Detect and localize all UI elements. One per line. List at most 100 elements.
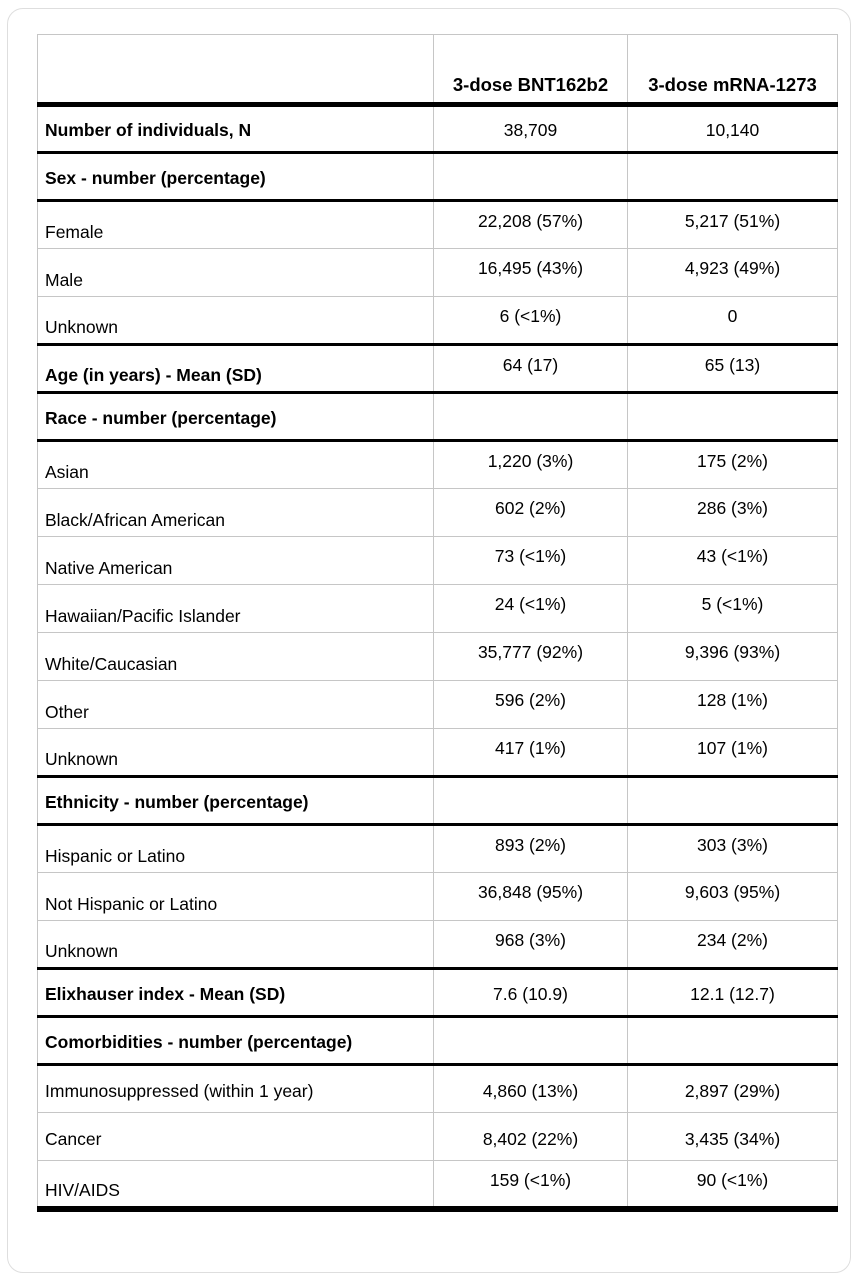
table-row-age: Age (in years) - Mean (SD) 64 (17) 65 (1… (37, 344, 838, 393)
row-label: Female (45, 222, 104, 242)
row-label: Sex - number (percentage) (45, 168, 266, 188)
table-row-cancer: Cancer 8,402 (22%) 3,435 (34%) (37, 1112, 838, 1161)
row-value-bnt: 8,402 (22%) (433, 1112, 628, 1161)
row-value-mrna: 107 (1%) (627, 728, 838, 777)
row-label: Hispanic or Latino (45, 846, 186, 866)
row-value-bnt (433, 152, 628, 201)
row-value-mrna: 4,923 (49%) (627, 248, 838, 297)
row-label: Immunosuppressed (within 1 year) (45, 1081, 314, 1101)
row-value-bnt (433, 776, 628, 825)
row-label: Male (45, 270, 83, 290)
row-value-mrna (627, 1016, 838, 1065)
row-label: Unknown (45, 941, 118, 961)
row-value-bnt: 7.6 (10.9) (433, 968, 628, 1017)
row-value-bnt: 6 (<1%) (433, 296, 628, 345)
row-value-mrna: 3,435 (34%) (627, 1112, 838, 1161)
row-label: Race - number (percentage) (45, 408, 277, 428)
row-value-bnt: 38,709 (433, 104, 628, 153)
table-row-race-unknown: Unknown 417 (1%) 107 (1%) (37, 728, 838, 777)
row-label: Ethnicity - number (percentage) (45, 792, 309, 812)
row-label: Asian (45, 462, 89, 482)
header-mrna1273: 3-dose mRNA-1273 (627, 34, 838, 105)
header-bnt162b2: 3-dose BNT162b2 (433, 34, 628, 105)
row-label: Not Hispanic or Latino (45, 894, 218, 914)
row-value-mrna: 2,897 (29%) (627, 1064, 838, 1113)
row-value-mrna (627, 152, 838, 201)
header-row: 3-dose BNT162b2 3-dose mRNA-1273 (37, 34, 838, 105)
row-value-bnt: 4,860 (13%) (433, 1064, 628, 1113)
row-label: Unknown (45, 749, 118, 769)
row-value-bnt: 1,220 (3%) (433, 440, 628, 489)
row-label: Native American (45, 558, 173, 578)
row-value-bnt: 36,848 (95%) (433, 872, 628, 921)
table-row-male: Male 16,495 (43%) 4,923 (49%) (37, 248, 838, 297)
row-label: Comorbidities - number (percentage) (45, 1032, 353, 1052)
table-row-hispanic-or-latino: Hispanic or Latino 893 (2%) 303 (3%) (37, 824, 838, 873)
table-row-race-other: Other 596 (2%) 128 (1%) (37, 680, 838, 729)
row-value-mrna (627, 776, 838, 825)
row-label: Age (in years) - Mean (SD) (45, 365, 262, 385)
row-value-bnt: 22,208 (57%) (433, 200, 628, 249)
table-row-race-section: Race - number (percentage) (37, 392, 838, 441)
row-value-mrna: 9,603 (95%) (627, 872, 838, 921)
row-value-bnt (433, 392, 628, 441)
row-label: Hawaiian/Pacific Islander (45, 606, 241, 626)
row-value-bnt: 159 (<1%) (433, 1160, 628, 1209)
table-row-female: Female 22,208 (57%) 5,217 (51%) (37, 200, 838, 249)
row-label: White/Caucasian (45, 654, 178, 674)
table-row-sex-unknown: Unknown 6 (<1%) 0 (37, 296, 838, 345)
row-value-bnt: 417 (1%) (433, 728, 628, 777)
row-value-mrna: 43 (<1%) (627, 536, 838, 585)
row-value-bnt: 16,495 (43%) (433, 248, 628, 297)
row-value-mrna: 303 (3%) (627, 824, 838, 873)
row-value-mrna: 5 (<1%) (627, 584, 838, 633)
row-value-mrna: 286 (3%) (627, 488, 838, 537)
table-row-not-hispanic-or-latino: Not Hispanic or Latino 36,848 (95%) 9,60… (37, 872, 838, 921)
row-label: Cancer (45, 1129, 102, 1149)
table-header: 3-dose BNT162b2 3-dose mRNA-1273 (37, 34, 838, 105)
table-row-ethnicity-unknown: Unknown 968 (3%) 234 (2%) (37, 920, 838, 969)
row-value-bnt: 602 (2%) (433, 488, 628, 537)
header-empty-cell (38, 35, 434, 105)
table-row-sex-section: Sex - number (percentage) (37, 152, 838, 201)
row-value-mrna: 12.1 (12.7) (627, 968, 838, 1017)
row-label: Unknown (45, 317, 118, 337)
row-value-mrna (627, 392, 838, 441)
table-row-white-caucasian: White/Caucasian 35,777 (92%) 9,396 (93%) (37, 632, 838, 681)
row-value-bnt: 893 (2%) (433, 824, 628, 873)
row-value-mrna: 234 (2%) (627, 920, 838, 969)
row-value-bnt: 24 (<1%) (433, 584, 628, 633)
row-label: Black/African American (45, 510, 225, 530)
row-value-bnt: 73 (<1%) (433, 536, 628, 585)
row-value-bnt: 968 (3%) (433, 920, 628, 969)
table-row-immunosuppressed: Immunosuppressed (within 1 year) 4,860 (… (37, 1064, 838, 1113)
table-row-hiv-aids: HIV/AIDS 159 (<1%) 90 (<1%) (38, 1160, 838, 1209)
table-row-number-of-individuals: Number of individuals, N 38,709 10,140 (37, 104, 838, 153)
row-label: HIV/AIDS (45, 1179, 120, 1200)
table-row-ethnicity-section: Ethnicity - number (percentage) (37, 776, 838, 825)
row-value-bnt (433, 1016, 628, 1065)
row-label: Elixhauser index - Mean (SD) (45, 984, 286, 1004)
cohort-characteristics-table: 3-dose BNT162b2 3-dose mRNA-1273 Number … (37, 34, 838, 1212)
row-value-mrna: 5,217 (51%) (627, 200, 838, 249)
table-row-comorbidities-section: Comorbidities - number (percentage) (37, 1016, 838, 1065)
row-value-mrna: 175 (2%) (627, 440, 838, 489)
row-value-mrna: 9,396 (93%) (627, 632, 838, 681)
row-value-mrna: 10,140 (627, 104, 838, 153)
table-card: 3-dose BNT162b2 3-dose mRNA-1273 Number … (7, 8, 851, 1273)
row-value-mrna: 65 (13) (627, 344, 838, 393)
row-label: Other (45, 702, 89, 722)
row-value-mrna: 128 (1%) (627, 680, 838, 729)
row-value-mrna: 90 (<1%) (627, 1160, 838, 1209)
row-value-bnt: 596 (2%) (433, 680, 628, 729)
row-value-bnt: 64 (17) (433, 344, 628, 393)
table-row-hawaiian-pacific-islander: Hawaiian/Pacific Islander 24 (<1%) 5 (<1… (37, 584, 838, 633)
row-value-mrna: 0 (627, 296, 838, 345)
row-label: Number of individuals, N (45, 120, 252, 140)
table-row-black-african-american: Black/African American 602 (2%) 286 (3%) (37, 488, 838, 537)
table-body: Number of individuals, N 38,709 10,140 S… (37, 104, 838, 1209)
table-row-elixhauser-index: Elixhauser index - Mean (SD) 7.6 (10.9) … (37, 968, 838, 1017)
table-row-native-american: Native American 73 (<1%) 43 (<1%) (37, 536, 838, 585)
table-row-asian: Asian 1,220 (3%) 175 (2%) (37, 440, 838, 489)
